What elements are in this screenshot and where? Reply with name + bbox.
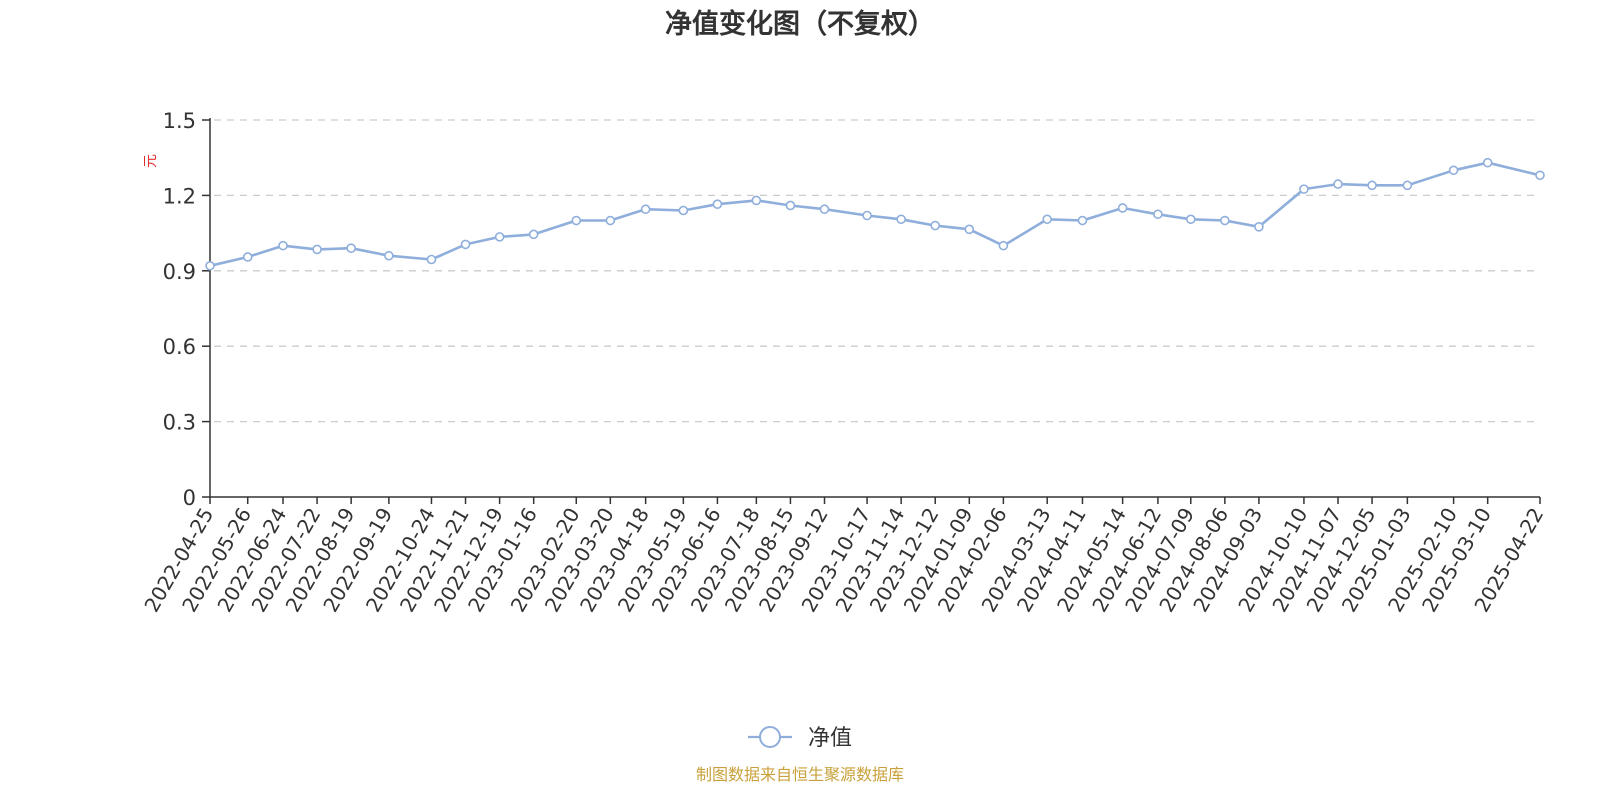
grid-lines: [214, 119, 1540, 423]
data-source-note: 制图数据来自恒生聚源数据库: [696, 765, 904, 784]
data-point[interactable]: [571, 215, 582, 226]
data-point[interactable]: [964, 224, 975, 235]
y-tick-label: 0: [183, 486, 196, 510]
data-point[interactable]: [278, 240, 288, 251]
data-point[interactable]: [751, 195, 762, 206]
data-point[interactable]: [494, 232, 505, 242]
data-point[interactable]: [312, 244, 322, 255]
data-point[interactable]: [605, 215, 616, 226]
data-point[interactable]: [712, 199, 723, 209]
data-point[interactable]: [1448, 165, 1459, 176]
data-point[interactable]: [1535, 170, 1545, 181]
data-point[interactable]: [1042, 214, 1052, 225]
y-tick-label: 0.6: [163, 335, 196, 359]
data-point[interactable]: [1185, 214, 1196, 225]
data-point[interactable]: [1482, 157, 1493, 168]
x-tick-labels: 2022-04-252022-05-262022-06-242022-07-22…: [139, 503, 1548, 616]
chart-title: 净值变化图（不复权）: [665, 8, 935, 40]
axes: [202, 118, 1541, 504]
data-point[interactable]: [346, 243, 356, 253]
data-point[interactable]: [819, 204, 830, 215]
data-point[interactable]: [862, 210, 872, 221]
data-point[interactable]: [930, 220, 941, 231]
data-point[interactable]: [678, 205, 689, 216]
data-point[interactable]: [205, 260, 215, 271]
legend-label-nav: 净值: [808, 726, 852, 751]
data-point[interactable]: [460, 239, 471, 250]
data-point[interactable]: [242, 252, 253, 262]
y-tick-label: 0.3: [163, 411, 196, 435]
series-nav: [205, 157, 1545, 271]
data-point[interactable]: [1153, 209, 1163, 220]
legend-circle-marker: [759, 726, 781, 748]
y-tick-label: 0.9: [163, 260, 196, 284]
data-point[interactable]: [1077, 215, 1088, 226]
data-point[interactable]: [528, 229, 539, 240]
data-point[interactable]: [1220, 215, 1230, 226]
data-point[interactable]: [426, 254, 437, 265]
data-point[interactable]: [1367, 180, 1377, 191]
y-axis-unit-label: 元: [143, 154, 159, 168]
legend[interactable]: 净值: [748, 726, 852, 751]
data-point[interactable]: [785, 200, 796, 211]
data-point[interactable]: [640, 204, 651, 215]
data-point[interactable]: [1333, 179, 1343, 189]
y-tick-labels: 0 0.3 0.6 0.9 1.2 1.5: [163, 109, 196, 510]
data-point[interactable]: [896, 214, 906, 225]
y-tick-label: 1.2: [163, 184, 196, 208]
data-point[interactable]: [1299, 184, 1309, 194]
data-point[interactable]: [384, 250, 394, 261]
data-point[interactable]: [1402, 180, 1413, 191]
data-point[interactable]: [998, 240, 1009, 251]
y-tick-label: 1.5: [163, 109, 196, 133]
data-point[interactable]: [1254, 222, 1264, 232]
data-point[interactable]: [1117, 203, 1128, 213]
series-line: [209, 161, 1541, 268]
